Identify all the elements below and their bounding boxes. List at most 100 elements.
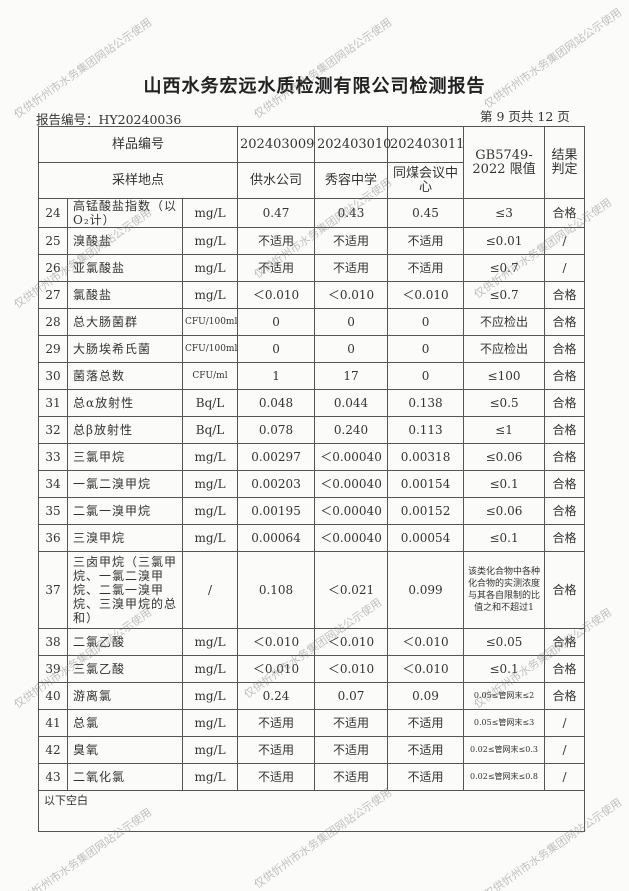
value: 不适用	[237, 254, 316, 282]
table-row: 43 二氧化氯 mg/L 不适用 不适用 不适用 0.02≤管网末≤0.8/	[38, 763, 586, 791]
value: 17	[314, 362, 389, 390]
table-row: 32 总β放射性 Bq/L 0.078 0.240 0.113 ≤1 合格	[38, 416, 586, 444]
value: ＜0.010	[314, 628, 389, 656]
value: 0.00054	[387, 524, 465, 552]
item-no: 30	[38, 362, 68, 390]
value: 0.108	[237, 551, 316, 629]
item-name: 三卤甲烷（三氯甲烷、一氯二溴甲烷、二氯一溴甲烷、三溴甲烷的总和）	[67, 551, 183, 629]
item-name: 高锰酸盐指数（以O₂计）	[67, 198, 183, 228]
table-row: 26 亚氯酸盐 mg/L 不适用 不适用 不适用 ≤0.7/	[38, 254, 586, 282]
value: ＜0.00040	[314, 470, 389, 498]
value: 0	[387, 362, 465, 390]
limit: 不应检出	[463, 308, 546, 336]
table-row: 28 总大肠菌群 CFU/100ml 0 0 0 不应检出 合格	[38, 308, 586, 336]
watermark: 仅供忻州市水务集团网站公示使用	[11, 15, 155, 122]
item-no: 34	[38, 470, 68, 498]
value: 0.00154	[387, 470, 465, 498]
result: 合格	[544, 655, 586, 683]
item-name: 三溴甲烷	[67, 524, 183, 552]
unit: /	[181, 551, 239, 629]
report-number: 报告编号：HY20240036	[36, 112, 182, 127]
limit: ≤0.1	[463, 655, 546, 683]
limit: ≤100	[463, 362, 546, 390]
item-no: 39	[38, 655, 68, 683]
limit: 0.05≤管网末≤2	[463, 682, 546, 710]
value: 0.138	[387, 389, 465, 417]
item-no: 42	[38, 736, 68, 764]
table-row: 33 三氯甲烷 mg/L 0.00297 ＜0.00040 0.00318 ≤0.06 合格	[38, 443, 586, 471]
value: ＜0.00040	[314, 443, 389, 471]
item-no: 38	[38, 628, 68, 656]
value: 不适用	[314, 736, 389, 764]
value: 0.044	[314, 389, 389, 417]
unit: mg/L	[181, 198, 239, 228]
table-row: 40 游离氯 mg/L 0.24 0.07 0.09 0.05≤管网末≤2 合格	[38, 682, 586, 710]
limit: ≤0.05	[463, 628, 546, 656]
footer-row: 以下空白	[37, 790, 586, 832]
result: 合格	[544, 389, 586, 417]
result: 合格	[544, 497, 586, 525]
value: 不适用	[314, 763, 389, 791]
value: 0	[314, 308, 389, 336]
unit: Bq/L	[181, 389, 239, 417]
limit: 不应检出	[463, 335, 546, 363]
value: 0.00195	[237, 497, 316, 525]
table-row: 27 氯酸盐 mg/L ＜0.010 ＜0.010 ＜0.010 ≤0.7 合格	[38, 281, 586, 309]
item-name: 总氯	[67, 709, 183, 737]
unit: mg/L	[181, 254, 239, 282]
value: ＜0.021	[314, 551, 389, 629]
table-row: 39 三氯乙酸 mg/L ＜0.010 ＜0.010 ＜0.010 ≤0.1 合格	[38, 655, 586, 683]
item-no: 25	[38, 227, 68, 255]
limit: ≤0.06	[463, 443, 546, 471]
item-no: 31	[38, 389, 68, 417]
result: /	[544, 736, 586, 764]
unit: CFU/100ml	[181, 308, 239, 336]
value: 0.099	[387, 551, 465, 629]
value: 0	[237, 335, 316, 363]
value: ＜0.010	[387, 628, 465, 656]
result: /	[544, 763, 586, 791]
table-row: 25 溴酸盐 mg/L 不适用 不适用 不适用 ≤0.01/	[38, 227, 586, 255]
limit: ≤0.01	[463, 227, 546, 255]
result: /	[544, 227, 586, 255]
result: /	[544, 254, 586, 282]
limit: ≤0.5	[463, 389, 546, 417]
table-row: 24 高锰酸盐指数（以O₂计） mg/L 0.47 0.43 0.45 ≤3 合格	[38, 198, 586, 228]
result-label: 结果判定	[544, 126, 586, 199]
value: 0.00203	[237, 470, 316, 498]
watermark: 仅供忻州市水务集团网站公示使用	[251, 15, 395, 122]
value: ＜0.00040	[314, 524, 389, 552]
page-indicator: 第 9 页共 12 页	[480, 109, 570, 124]
unit: mg/L	[181, 497, 239, 525]
unit: Bq/L	[181, 416, 239, 444]
value: 不适用	[314, 254, 389, 282]
item-name: 菌落总数	[67, 362, 183, 390]
value: 0.09	[387, 682, 465, 710]
item-no: 35	[38, 497, 68, 525]
value: 0	[314, 335, 389, 363]
result: 合格	[544, 443, 586, 471]
value: 不适用	[314, 709, 389, 737]
value: 0.07	[314, 682, 389, 710]
unit: mg/L	[181, 443, 239, 471]
item-name: 总α放射性	[67, 389, 183, 417]
unit: mg/L	[181, 736, 239, 764]
item-name: 总β放射性	[67, 416, 183, 444]
item-no: 24	[38, 198, 68, 228]
value: 不适用	[387, 227, 465, 255]
item-name: 大肠埃希氏菌	[67, 335, 183, 363]
unit: mg/L	[181, 655, 239, 683]
table-row: 35 二氯一溴甲烷 mg/L 0.00195 ＜0.00040 0.00152 ≤0.06 合…	[38, 497, 586, 525]
value: 0	[387, 308, 465, 336]
item-no: 41	[38, 709, 68, 737]
result: 合格	[544, 682, 586, 710]
value: 0.00064	[237, 524, 316, 552]
value: 不适用	[237, 736, 316, 764]
limit: ≤0.1	[463, 470, 546, 498]
result: 合格	[544, 198, 586, 228]
sample-no-label: 样品编号	[37, 126, 239, 163]
unit: mg/L	[181, 709, 239, 737]
blank-note: 以下空白	[37, 790, 586, 832]
unit: CFU/100ml	[181, 335, 239, 363]
